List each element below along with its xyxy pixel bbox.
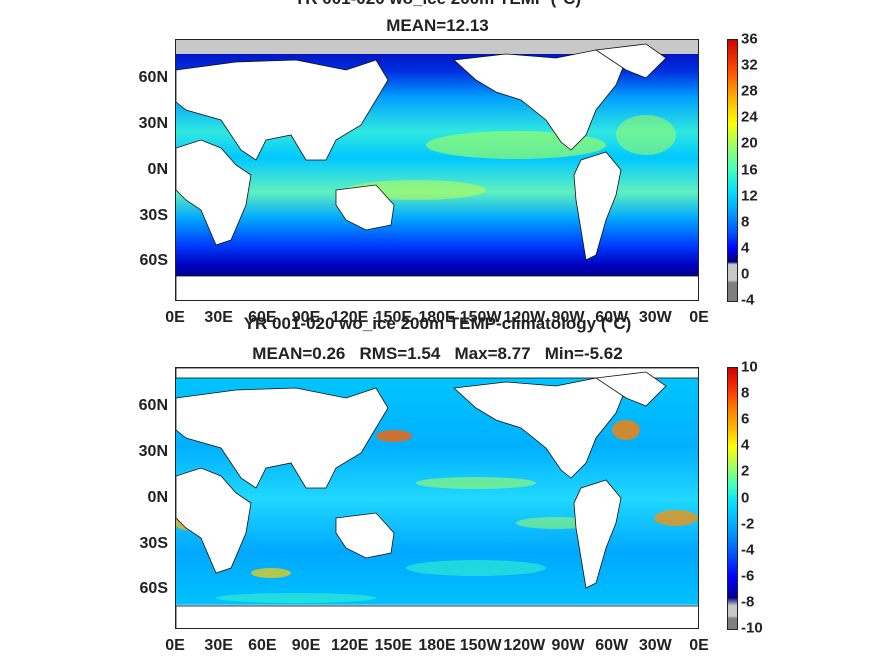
top-ytick-1: 30N — [138, 115, 168, 132]
bottom-colorbar — [727, 367, 738, 630]
colorbar-tick-label: 4 — [741, 436, 750, 454]
colorbar-tick-label: 24 — [741, 108, 758, 126]
xtick-label: 90W — [551, 309, 585, 326]
xtick-label: 120W — [503, 309, 546, 326]
xtick-label: 0E — [165, 309, 185, 326]
xtick-label: 30E — [204, 309, 233, 326]
xtick-label: 120E — [330, 309, 369, 326]
top-arctic-missing — [176, 40, 698, 54]
colorbar-tick-label: 16 — [741, 161, 758, 178]
colorbar-tick-label: 10 — [741, 358, 758, 376]
colorbar-tick-label: -4 — [741, 541, 755, 559]
colorbar-tick-label: 2 — [741, 462, 750, 480]
colorbar-tick-label: -8 — [741, 593, 755, 611]
bottom-ytick-1: 30N — [138, 443, 168, 460]
xtick-label: 0E — [689, 309, 709, 326]
bottom-panel: YR 001-020 wo_ice 200m TEMP-climatology … — [0, 314, 875, 656]
colorbar-tick-label: 12 — [741, 187, 758, 205]
xtick-label: 150W — [459, 637, 502, 654]
top-subtitle: MEAN=12.13 — [386, 16, 489, 35]
top-title: YR 001-020 wo_ice 200m TEMP (°C) — [0, 0, 875, 9]
top-map — [175, 39, 699, 301]
colorbar-tick-label: 8 — [741, 213, 750, 231]
colorbar-tick-label: 4 — [741, 239, 750, 257]
xtick-label: 90E — [291, 309, 321, 326]
xtick-label: 60W — [595, 309, 629, 326]
xtick-label: 30W — [638, 637, 672, 654]
bottom-ytick-0: 60N — [138, 397, 168, 414]
xtick-label: 30W — [638, 309, 672, 326]
colorbar-tick-label: -2 — [741, 515, 755, 533]
xtick-label: 180E — [418, 309, 456, 326]
xtick-label: 180E — [418, 637, 456, 654]
colorbar-tick-label: -6 — [741, 567, 755, 585]
bottom-title: YR 001-020 wo_ice 200m TEMP-climatology … — [243, 314, 632, 333]
bottom-landmasses — [176, 368, 698, 628]
colorbar-tick-label: 36 — [741, 30, 758, 48]
bottom-ytick-4: 60S — [139, 580, 168, 597]
colorbar-tick-label: 32 — [741, 56, 758, 74]
colorbar-tick-label: 28 — [741, 82, 758, 100]
top-panel: YR 001-020 wo_ice 200m TEMP (°C) MEAN=12… — [0, 0, 875, 326]
colorbar-tick-label: 20 — [741, 134, 758, 152]
xtick-label: 90W — [551, 637, 585, 654]
colorbar-tick-label: 0 — [741, 265, 750, 283]
top-map-svg — [176, 40, 698, 300]
bottom-ytick-3: 30S — [139, 535, 168, 552]
top-ytick-3: 30S — [139, 207, 168, 224]
xtick-label: 120W — [503, 637, 546, 654]
bottom-ytick-2: 0N — [147, 489, 168, 506]
colorbar-tick-label: -4 — [741, 291, 755, 309]
colorbar-tick-label: 0 — [741, 489, 750, 506]
top-ytick-4: 60S — [139, 252, 168, 269]
xtick-label: 60E — [248, 309, 277, 326]
xtick-label: 0E — [689, 637, 709, 654]
xtick-label: 150E — [374, 309, 413, 326]
top-ytick-0: 60N — [138, 69, 168, 86]
xtick-label: 0E — [165, 637, 185, 654]
xtick-label: 60E — [248, 637, 277, 654]
xtick-label: 120E — [330, 637, 369, 654]
top-landmasses — [176, 43, 698, 300]
colorbar-tick-label: 6 — [741, 410, 750, 428]
top-ytick-2: 0N — [147, 161, 168, 178]
bottom-map — [175, 367, 699, 629]
xtick-label: 60W — [595, 637, 629, 654]
top-colorbar — [727, 39, 738, 302]
xtick-label: 30E — [204, 637, 233, 654]
colorbar-tick-label: 8 — [741, 384, 750, 402]
xtick-label: 150E — [374, 637, 413, 654]
bottom-map-svg — [176, 368, 698, 628]
xtick-label: 150W — [459, 309, 502, 326]
colorbar-tick-label: -10 — [741, 619, 763, 637]
xtick-label: 90E — [291, 637, 321, 654]
bottom-subtitle: MEAN=0.26 RMS=1.54 Max=8.77 Min=-5.62 — [252, 344, 623, 363]
